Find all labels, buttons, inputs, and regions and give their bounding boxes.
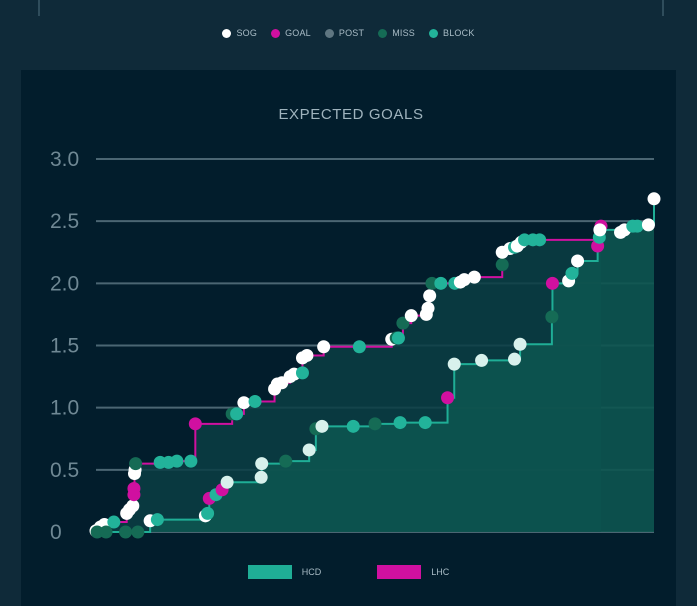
shot-dot-lhc-sog[interactable] xyxy=(237,396,251,410)
shot-dot-hcd-miss[interactable] xyxy=(545,310,559,324)
shot-dot-lhc-sog[interactable] xyxy=(423,289,437,303)
shot-dot-lhc-block[interactable] xyxy=(230,407,244,421)
shot-dot-hcd-goal[interactable] xyxy=(545,276,559,290)
shot-dot-hcd-miss[interactable] xyxy=(90,525,104,539)
shot-dot-lhc-miss[interactable] xyxy=(495,258,509,272)
shot-dot-lhc-block[interactable] xyxy=(434,276,448,290)
shot-dot-hcd-sog[interactable] xyxy=(220,475,234,489)
team-legend: HCD LHC xyxy=(0,565,697,579)
y-tick-label: 2.0 xyxy=(50,272,79,295)
shot-dot-lhc-block[interactable] xyxy=(533,233,547,247)
shot-dot-hcd-sog[interactable] xyxy=(447,357,461,371)
shot-dot-lhc-block[interactable] xyxy=(170,454,184,468)
shot-dot-hcd-block[interactable] xyxy=(630,219,644,233)
y-tick-label: 3.0 xyxy=(50,148,79,171)
shot-dot-hcd-sog[interactable] xyxy=(475,353,489,367)
shot-dot-lhc-sog[interactable] xyxy=(457,273,471,287)
area-hcd xyxy=(97,198,655,532)
shot-dot-hcd-miss[interactable] xyxy=(131,525,145,539)
top-frame xyxy=(0,0,697,18)
shot-dot-hcd-sog[interactable] xyxy=(593,223,607,237)
shot-dot-lhc-miss[interactable] xyxy=(396,316,410,330)
shot-dot-hcd-sog[interactable] xyxy=(254,470,268,484)
frame-divider-left xyxy=(38,0,40,16)
legend-label-block: BLOCK xyxy=(443,28,475,38)
area-layer xyxy=(96,198,655,532)
shot-dot-lhc-sog[interactable] xyxy=(126,499,140,513)
legend-item-lhc[interactable]: LHC xyxy=(377,565,449,579)
legend-label-post: POST xyxy=(338,28,365,38)
shot-dot-hcd-block[interactable] xyxy=(150,513,164,527)
legend-item-block[interactable]: BLOCK xyxy=(429,28,475,38)
shot-dot-lhc-block[interactable] xyxy=(352,340,366,354)
shot-dot-hcd-miss[interactable] xyxy=(99,525,113,539)
shot-dot-lhc-block[interactable] xyxy=(248,394,262,408)
shot-dot-hcd-sog[interactable] xyxy=(315,419,329,433)
shot-dot-lhc-block[interactable] xyxy=(107,515,121,529)
frame-divider-right xyxy=(662,0,664,16)
shot-dot-hcd-goal[interactable] xyxy=(441,391,455,405)
shot-dot-lhc-block[interactable] xyxy=(184,454,198,468)
legend-item-sog[interactable]: SOG xyxy=(222,28,257,38)
shot-dot-hcd-miss[interactable] xyxy=(368,417,382,431)
shot-type-legend: SOG GOAL POST MISS BLOCK xyxy=(0,28,697,38)
shot-dot-lhc-goal[interactable] xyxy=(188,417,202,431)
y-tick-label: 0 xyxy=(50,521,62,544)
legend-label-goal: GOAL xyxy=(285,28,311,38)
hcd-swatch xyxy=(247,565,292,579)
shot-dot-hcd-miss[interactable] xyxy=(279,454,293,468)
shot-dot-lhc-block[interactable] xyxy=(391,331,405,345)
shot-dot-hcd-sog[interactable] xyxy=(508,352,521,366)
shot-dot-hcd-sog[interactable] xyxy=(255,457,269,471)
shot-dot-hcd-block[interactable] xyxy=(393,416,407,430)
shot-dot-lhc-sog[interactable] xyxy=(421,301,435,315)
shot-dot-lhc-sog[interactable] xyxy=(300,348,314,362)
legend-label-lhc: LHC xyxy=(431,567,450,577)
post-dot-icon xyxy=(324,28,334,38)
y-tick-label: 1.5 xyxy=(50,335,79,358)
legend-item-post[interactable]: POST xyxy=(324,28,365,38)
goal-dot-icon xyxy=(271,28,281,38)
y-tick-label: 0.5 xyxy=(50,459,79,482)
shot-dot-hcd-sog[interactable] xyxy=(302,443,316,457)
chart-title: EXPECTED GOALS xyxy=(278,106,423,123)
shot-dot-hcd-block[interactable] xyxy=(346,419,360,433)
shot-dot-lhc-sog[interactable] xyxy=(404,309,418,323)
legend-item-goal[interactable]: GOAL xyxy=(271,28,311,38)
lhc-swatch xyxy=(377,565,422,579)
shot-dot-lhc-sog[interactable] xyxy=(467,270,481,284)
shot-dot-hcd-sog[interactable] xyxy=(513,337,527,351)
shot-dot-hcd-block[interactable] xyxy=(418,416,432,430)
shot-dot-hcd-sog[interactable] xyxy=(641,218,655,232)
shot-dot-lhc-goal[interactable] xyxy=(127,481,141,495)
shot-dot-lhc-miss[interactable] xyxy=(129,457,143,471)
shot-dot-lhc-sog[interactable] xyxy=(317,340,331,354)
legend-item-miss[interactable]: MISS xyxy=(378,28,415,38)
shot-dot-hcd-block[interactable] xyxy=(201,506,215,520)
shot-dots xyxy=(89,192,661,539)
shot-dot-lhc-miss[interactable] xyxy=(425,276,439,290)
shot-dot-hcd-sog[interactable] xyxy=(647,192,661,206)
y-tick-label: 2.5 xyxy=(50,210,79,233)
shot-dot-lhc-block[interactable] xyxy=(295,366,309,380)
y-tick-label: 1.0 xyxy=(50,397,79,420)
block-dot-icon xyxy=(429,28,439,38)
sog-dot-icon xyxy=(222,28,232,38)
shot-dot-hcd-miss[interactable] xyxy=(119,525,133,539)
shot-dot-hcd-block[interactable] xyxy=(565,266,579,280)
legend-label-sog: SOG xyxy=(236,28,258,38)
miss-dot-icon xyxy=(378,28,388,38)
legend-label-hcd: HCD xyxy=(301,567,322,577)
shot-dot-hcd-sog[interactable] xyxy=(571,254,585,268)
legend-label-miss: MISS xyxy=(392,28,416,38)
grid-layer: 0 0.5 1.0 1.5 2.0 2.5 3.0 xyxy=(50,148,654,544)
legend-item-hcd[interactable]: HCD xyxy=(247,565,322,579)
